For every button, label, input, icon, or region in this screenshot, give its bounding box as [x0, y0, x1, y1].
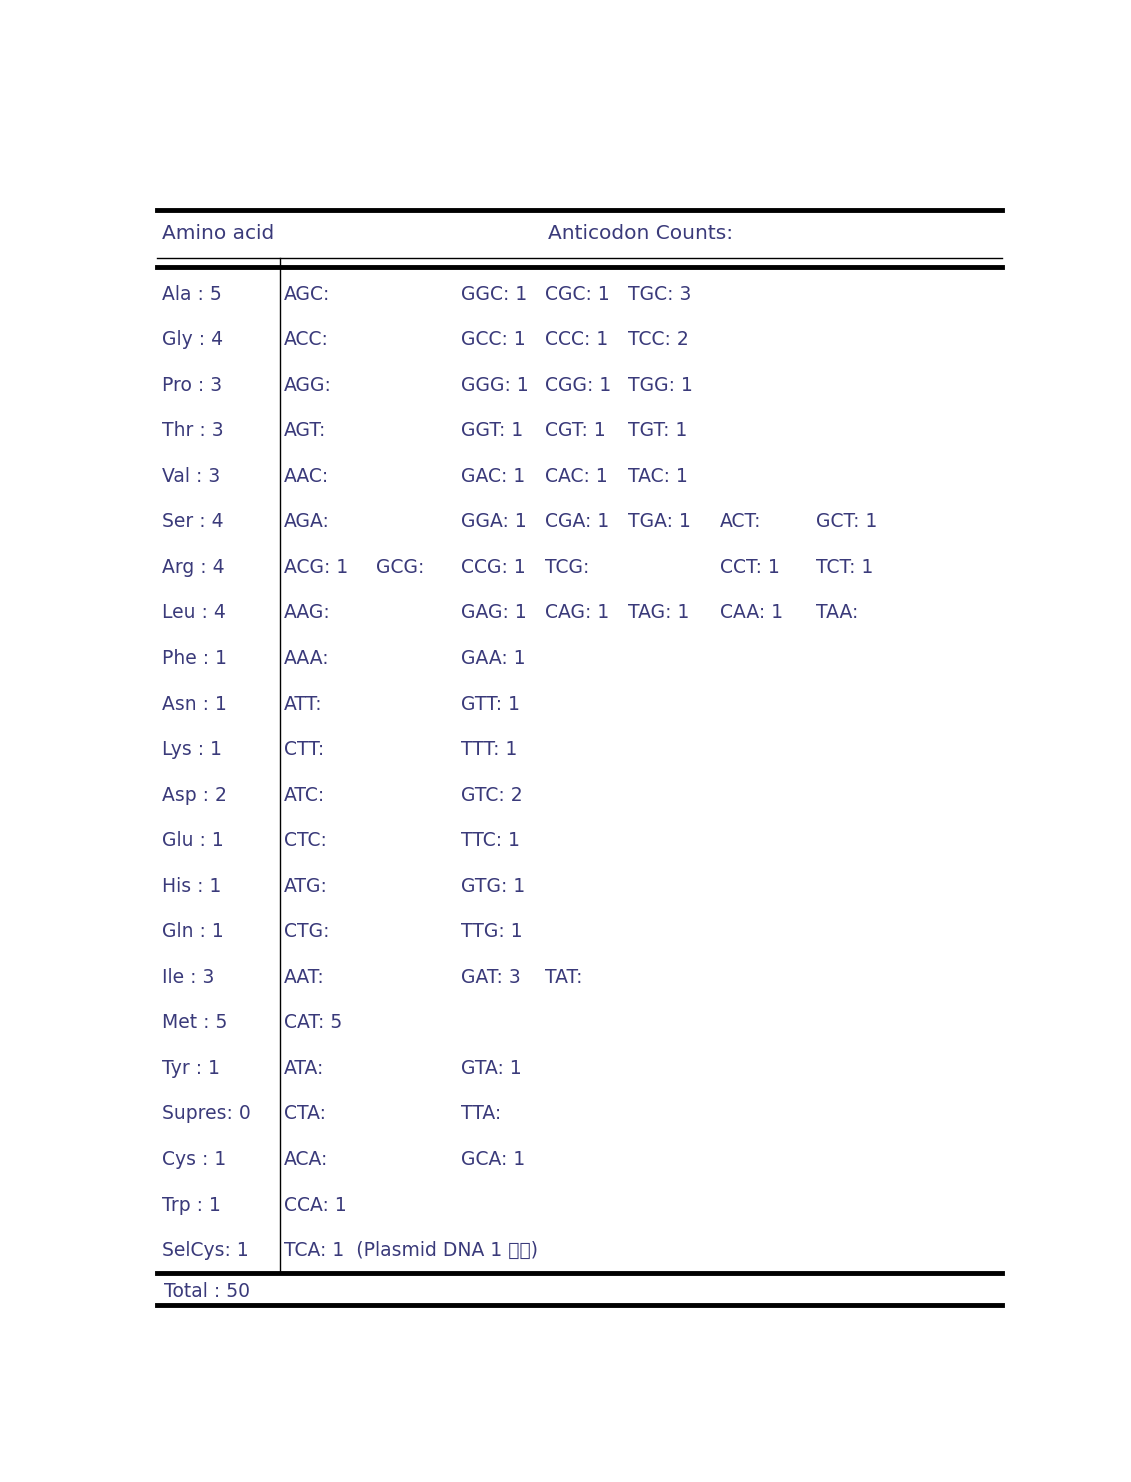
Text: Trp : 1: Trp : 1 [162, 1196, 221, 1215]
Text: GAA: 1: GAA: 1 [461, 649, 526, 668]
Text: SelCys: 1: SelCys: 1 [162, 1240, 249, 1260]
Text: ACC:: ACC: [284, 330, 329, 350]
Text: CAA: 1: CAA: 1 [719, 603, 783, 622]
Text: CGA: 1: CGA: 1 [545, 513, 608, 532]
Text: Thr : 3: Thr : 3 [162, 421, 223, 440]
Text: TTG: 1: TTG: 1 [461, 922, 523, 941]
Text: CAT: 5: CAT: 5 [284, 1014, 343, 1033]
Text: ACG: 1: ACG: 1 [284, 557, 348, 576]
Text: Ser : 4: Ser : 4 [162, 513, 223, 532]
Text: TGG: 1: TGG: 1 [628, 376, 692, 394]
Text: GGA: 1: GGA: 1 [461, 513, 527, 532]
Text: Lys : 1: Lys : 1 [162, 740, 222, 759]
Text: GAT: 3: GAT: 3 [461, 968, 521, 987]
Text: Tyr : 1: Tyr : 1 [162, 1060, 219, 1077]
Text: Ala : 5: Ala : 5 [162, 285, 222, 304]
Text: TGA: 1: TGA: 1 [628, 513, 691, 532]
Text: CGG: 1: CGG: 1 [545, 376, 611, 394]
Text: TCA: 1  (Plasmid DNA 1 보유): TCA: 1 (Plasmid DNA 1 보유) [284, 1240, 538, 1260]
Text: TTC: 1: TTC: 1 [461, 831, 520, 851]
Text: TTA:: TTA: [461, 1104, 501, 1123]
Text: GTA: 1: GTA: 1 [461, 1060, 523, 1077]
Text: CAC: 1: CAC: 1 [545, 467, 607, 486]
Text: Gln : 1: Gln : 1 [162, 922, 223, 941]
Text: Val : 3: Val : 3 [162, 467, 219, 486]
Text: TCT: 1: TCT: 1 [817, 557, 873, 576]
Text: CGT: 1: CGT: 1 [545, 421, 605, 440]
Text: Leu : 4: Leu : 4 [162, 603, 225, 622]
Text: Arg : 4: Arg : 4 [162, 557, 224, 576]
Text: ATG:: ATG: [284, 877, 328, 895]
Text: ATT:: ATT: [284, 695, 322, 713]
Text: TGT: 1: TGT: 1 [628, 421, 688, 440]
Text: GCA: 1: GCA: 1 [461, 1150, 526, 1169]
Text: Ile : 3: Ile : 3 [162, 968, 214, 987]
Text: Cys : 1: Cys : 1 [162, 1150, 226, 1169]
Text: AGT:: AGT: [284, 421, 327, 440]
Text: CCA: 1: CCA: 1 [284, 1196, 347, 1215]
Text: Asn : 1: Asn : 1 [162, 695, 226, 713]
Text: GAG: 1: GAG: 1 [461, 603, 527, 622]
Text: GTG: 1: GTG: 1 [461, 877, 526, 895]
Text: GTC: 2: GTC: 2 [461, 785, 523, 805]
Text: Supres: 0: Supres: 0 [162, 1104, 250, 1123]
Text: GTT: 1: GTT: 1 [461, 695, 520, 713]
Text: CTG:: CTG: [284, 922, 330, 941]
Text: CGC: 1: CGC: 1 [545, 285, 610, 304]
Text: Amino acid: Amino acid [163, 224, 275, 243]
Text: Anticodon Counts:: Anticodon Counts: [549, 224, 734, 243]
Text: GCT: 1: GCT: 1 [817, 513, 878, 532]
Text: ATC:: ATC: [284, 785, 326, 805]
Text: TTT: 1: TTT: 1 [461, 740, 518, 759]
Text: Phe : 1: Phe : 1 [162, 649, 226, 668]
Text: ATA:: ATA: [284, 1060, 325, 1077]
Text: Total : 50: Total : 50 [164, 1282, 250, 1301]
Text: Asp : 2: Asp : 2 [162, 785, 226, 805]
Text: CTC:: CTC: [284, 831, 327, 851]
Text: His : 1: His : 1 [162, 877, 221, 895]
Text: AAT:: AAT: [284, 968, 325, 987]
Text: AAG:: AAG: [284, 603, 331, 622]
Text: CCG: 1: CCG: 1 [461, 557, 526, 576]
Text: TCG:: TCG: [545, 557, 589, 576]
Text: Met : 5: Met : 5 [162, 1014, 227, 1033]
Text: CAG: 1: CAG: 1 [545, 603, 608, 622]
Text: AAA:: AAA: [284, 649, 330, 668]
Text: CTA:: CTA: [284, 1104, 326, 1123]
Text: TAC: 1: TAC: 1 [628, 467, 688, 486]
Text: Glu : 1: Glu : 1 [162, 831, 223, 851]
Text: TCC: 2: TCC: 2 [628, 330, 689, 350]
Text: Pro : 3: Pro : 3 [162, 376, 222, 394]
Text: CCT: 1: CCT: 1 [719, 557, 779, 576]
Text: TAG: 1: TAG: 1 [628, 603, 689, 622]
Text: TGC: 3: TGC: 3 [628, 285, 691, 304]
Text: CCC: 1: CCC: 1 [545, 330, 607, 350]
Text: AGG:: AGG: [284, 376, 333, 394]
Text: TAA:: TAA: [817, 603, 858, 622]
Text: GAC: 1: GAC: 1 [461, 467, 526, 486]
Text: CTT:: CTT: [284, 740, 325, 759]
Text: AGC:: AGC: [284, 285, 330, 304]
Text: GGG: 1: GGG: 1 [461, 376, 529, 394]
Text: ACA:: ACA: [284, 1150, 329, 1169]
Text: Gly : 4: Gly : 4 [162, 330, 223, 350]
Text: AGA:: AGA: [284, 513, 330, 532]
Text: GCC: 1: GCC: 1 [461, 330, 526, 350]
Text: ACT:: ACT: [719, 513, 761, 532]
Text: GCG:: GCG: [377, 557, 424, 576]
Text: TAT:: TAT: [545, 968, 582, 987]
Text: GGC: 1: GGC: 1 [461, 285, 527, 304]
Text: GGT: 1: GGT: 1 [461, 421, 524, 440]
Text: AAC:: AAC: [284, 467, 329, 486]
